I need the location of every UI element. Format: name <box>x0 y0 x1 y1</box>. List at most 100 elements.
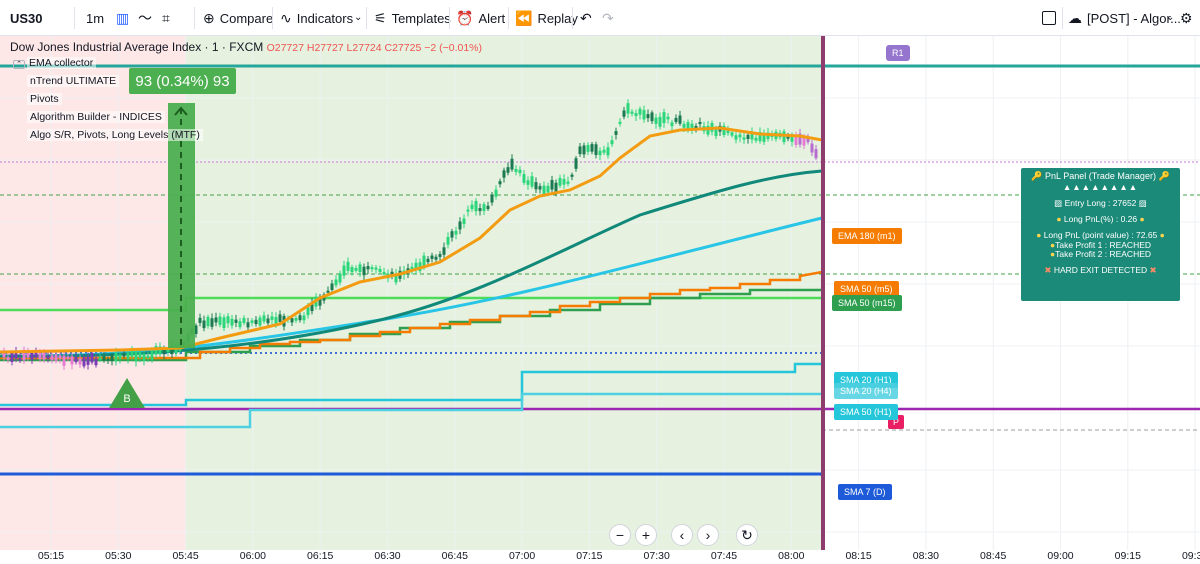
candle-body <box>110 354 114 362</box>
sma7d-label: SMA 7 (D) <box>838 484 892 500</box>
candle-body <box>670 122 674 127</box>
candle-body <box>538 186 542 190</box>
candles-chart-type-button[interactable]: ▥ <box>116 0 129 36</box>
time-axis[interactable]: 05:15 05:30 05:45 06:00 06:15 06:30 06:45 07:00… <box>0 550 1200 564</box>
settings-button[interactable]: ⚙ <box>1180 0 1193 36</box>
candle-body <box>234 319 238 323</box>
pnl-pts: Long PnL (point value) : 72.65 <box>1043 230 1158 240</box>
line-chart-icon: 〜 <box>138 10 152 26</box>
alert-button[interactable]: ⏰ Alert <box>456 0 505 36</box>
layout-dropdown[interactable]: ⌄ <box>1166 0 1174 36</box>
candle-body <box>578 146 582 155</box>
toolbar-divider <box>1062 7 1063 29</box>
chevron-right-icon: › <box>705 527 711 543</box>
toolbar-divider <box>449 7 450 29</box>
candle-body <box>730 132 734 136</box>
indicator-ntrend[interactable]: nTrend ULTIMATE <box>27 75 120 87</box>
time-tick-label: 07:30 <box>643 550 670 562</box>
collapse-icon[interactable]: ⌃ <box>13 60 25 69</box>
candle-body <box>810 143 814 153</box>
candle-body <box>258 317 262 326</box>
ema180-label: EMA 180 (m1) <box>832 228 902 244</box>
candle-body <box>666 116 670 120</box>
candle-body <box>34 352 38 358</box>
candle-body <box>598 150 602 156</box>
zoom-out-button[interactable]: − <box>609 524 631 546</box>
pnl-title: PnL Panel (Trade Manager) <box>1045 171 1156 181</box>
reset-chart-button[interactable]: ↻ <box>736 524 758 546</box>
candle-body <box>626 103 630 114</box>
candle-body <box>94 358 98 366</box>
indicators-button[interactable]: ∿ Indicators <box>280 0 353 36</box>
candle-body <box>782 131 786 143</box>
symbol-search[interactable]: US30 <box>10 0 43 36</box>
candle-body <box>742 137 746 140</box>
candle-body <box>158 346 162 355</box>
candles-icon: ▥ <box>116 10 130 26</box>
indicator-algorithm-builder[interactable]: Algorithm Builder - INDICES <box>27 111 165 123</box>
candle-body <box>270 316 274 320</box>
candle-body <box>654 117 658 124</box>
layout-save-button[interactable]: ☁ [POST] - Algor... <box>1068 0 1181 36</box>
redo-button[interactable]: ↷ <box>602 0 614 36</box>
key-icon: 🔑 <box>1158 171 1170 181</box>
candle-body <box>378 268 382 273</box>
candle-body <box>550 179 554 190</box>
candle-body <box>590 144 594 152</box>
candle-body <box>422 255 426 267</box>
candle-body <box>562 178 566 185</box>
pnl-exit-row: ✖ HARD EXIT DETECTED ✖ <box>1021 265 1180 276</box>
scroll-right-button[interactable]: › <box>697 524 719 546</box>
candle-body <box>622 110 626 117</box>
buy-marker[interactable] <box>109 378 145 408</box>
pnl-title-row: 🔑 PnL Panel (Trade Manager) 🔑 <box>1021 171 1180 182</box>
candle-body <box>210 318 214 327</box>
candle-body <box>70 356 74 365</box>
candle-body <box>154 346 158 355</box>
undo-button[interactable]: ↶ <box>580 0 592 36</box>
templates-button[interactable]: ⚟ Templates <box>374 0 451 36</box>
time-tick-label: 05:15 <box>37 550 65 562</box>
indicator-name: Pivots <box>30 93 59 105</box>
candle-body <box>750 131 754 140</box>
candle-body <box>38 352 42 360</box>
compare-button[interactable]: ⊕ Compare <box>203 0 273 36</box>
sma20h4-step-line <box>0 392 822 429</box>
templates-label: Templates <box>391 10 451 26</box>
candle-body <box>410 266 414 271</box>
candle-body <box>74 356 78 363</box>
alarm-clock-icon: ⏰ <box>456 10 474 26</box>
more-chart-types-button[interactable]: ⌗ <box>162 0 170 36</box>
zoom-in-button[interactable]: + <box>635 524 657 546</box>
price-chart[interactable]: B <box>0 36 1200 550</box>
indicator-pivots[interactable]: Pivots <box>27 93 62 105</box>
candle-body <box>382 272 386 275</box>
indicator-algo-sr[interactable]: Algo S/R, Pivots, Long Levels (MTF) <box>27 129 203 141</box>
candle-body <box>522 174 526 183</box>
pnl-entry: Entry Long : 27652 <box>1064 198 1137 208</box>
select-layout-checkbox[interactable] <box>1042 0 1056 36</box>
line-chart-type-button[interactable]: 〜 <box>138 0 152 36</box>
money-bag-icon: ● <box>1139 214 1145 224</box>
interval-button[interactable]: 1m <box>86 0 104 36</box>
candle-body <box>662 112 666 124</box>
candle-body <box>134 351 138 362</box>
toolbar-divider <box>194 7 195 29</box>
candle-body <box>106 358 110 361</box>
money-bag-icon: ● <box>1056 214 1062 224</box>
scroll-left-button[interactable]: ‹ <box>671 524 693 546</box>
candle-body <box>86 356 90 365</box>
time-tick-label: 05:45 <box>172 550 199 562</box>
indicator-ema-collector[interactable]: ⌃ EMA collector <box>13 57 97 69</box>
candle-body <box>642 110 646 120</box>
candle-body <box>342 265 346 276</box>
key-icon: 🔑 <box>1031 171 1043 181</box>
indicators-dropdown[interactable]: ⌄ <box>354 0 362 36</box>
replay-button[interactable]: ⏪ Replay <box>515 0 578 36</box>
candle-body <box>374 267 378 270</box>
candle-body <box>814 149 818 159</box>
candle-body <box>218 316 222 325</box>
candle-body <box>570 174 574 177</box>
scatter-icon: ⌗ <box>162 10 170 26</box>
candle-body <box>526 180 530 185</box>
